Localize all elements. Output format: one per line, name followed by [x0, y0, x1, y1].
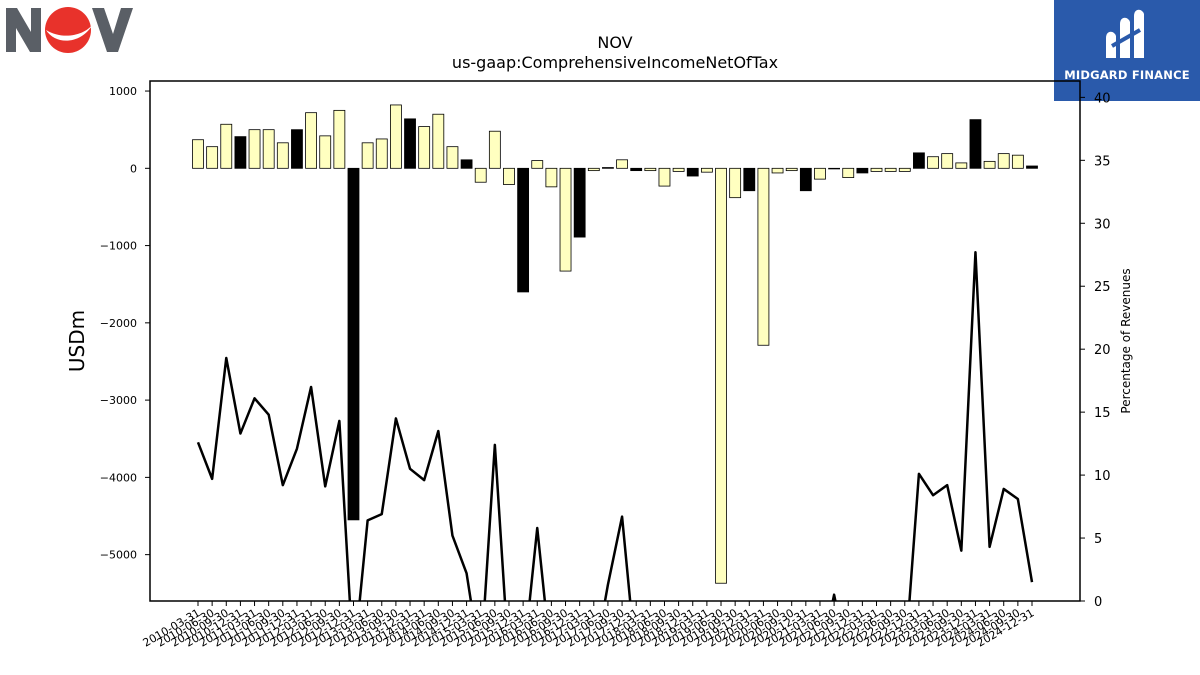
bar [757, 167, 770, 346]
line-layer [196, 250, 1034, 601]
y-tick-label: 0 [130, 162, 137, 175]
bars-layer [192, 104, 1038, 584]
logo-red-circle [45, 7, 91, 53]
bar [686, 167, 699, 177]
bar [234, 136, 247, 169]
bar [503, 167, 515, 185]
bar [488, 130, 501, 169]
bar [828, 167, 840, 170]
bar [884, 167, 897, 172]
y2-tick-label: 30 [1094, 217, 1111, 232]
bar [1011, 154, 1024, 169]
bar [404, 118, 416, 169]
y-tick-label: −3000 [100, 394, 137, 407]
bar [983, 160, 996, 169]
bar [672, 167, 685, 172]
bar [573, 167, 586, 238]
y2-tick-label: 10 [1094, 469, 1111, 484]
bar [446, 146, 459, 169]
bar [785, 167, 798, 172]
bar [432, 113, 445, 169]
y2-tick-label: 15 [1094, 406, 1111, 421]
chart-subtitle: us-gaap:ComprehensiveIncomeNetOfTax [452, 53, 778, 72]
bar [799, 167, 812, 192]
midgard-finance-badge: MIDGARD FINANCE [1054, 0, 1200, 101]
bar [474, 167, 487, 183]
y2-tick-label: 25 [1094, 280, 1111, 295]
bar [531, 160, 544, 169]
logo-letter-n [6, 8, 41, 52]
bar [715, 167, 727, 584]
x-axis: 2010-03-312010-06-302010-09-302010-12-31… [141, 601, 1037, 650]
bar [248, 129, 261, 169]
percentage-line [196, 250, 1034, 601]
y-tick-label: −1000 [100, 240, 137, 253]
y-tick-label: −2000 [100, 317, 137, 330]
brand-name: MIDGARD FINANCE [1064, 68, 1190, 82]
bar [291, 129, 303, 169]
bar [305, 112, 317, 169]
bar [955, 162, 968, 169]
y2-tick-label: 5 [1094, 532, 1102, 547]
chart-title: NOV [597, 33, 632, 52]
bar [870, 167, 883, 172]
y-tick-label: 1000 [109, 85, 137, 98]
nov-logo [6, 7, 133, 53]
bar [389, 104, 402, 169]
y-tick-label: −4000 [100, 471, 137, 484]
bar [206, 146, 219, 169]
plot-frame [149, 80, 1081, 602]
bar [913, 152, 925, 169]
midgard-logo-icon [1106, 9, 1144, 59]
bar [460, 159, 473, 169]
bar [276, 142, 289, 169]
bar [630, 167, 643, 172]
bar [644, 167, 657, 172]
y2-tick-label: 20 [1094, 343, 1111, 358]
bar [262, 129, 275, 169]
bar [927, 156, 939, 169]
bar [545, 167, 558, 188]
y-tick-label: −5000 [100, 549, 137, 562]
logo-swoosh [46, 24, 93, 41]
bar [559, 167, 572, 272]
left-axis: 1000 0 −1000 −2000 −3000 −4000 −5000 [100, 85, 150, 562]
right-axis: 0 5 10 15 20 25 30 35 40 [1080, 91, 1111, 610]
bar [587, 167, 600, 172]
y2-tick-label: 40 [1094, 91, 1111, 106]
y-axis-label: USDm [65, 310, 89, 372]
bar [842, 167, 855, 178]
bar [729, 167, 742, 199]
bar [602, 167, 614, 169]
bar [375, 138, 388, 169]
bar [333, 109, 346, 169]
bar [418, 126, 431, 169]
bar [658, 167, 671, 187]
logo-letter-v [92, 8, 133, 52]
bar [743, 167, 756, 192]
bar [969, 119, 982, 169]
bar [771, 167, 784, 174]
bar [941, 153, 954, 169]
bar [997, 153, 1010, 169]
bar [192, 139, 204, 169]
y2-axis-label: Percentage of Revenues [1119, 268, 1133, 413]
bar [220, 123, 233, 169]
y2-tick-label: 0 [1094, 595, 1102, 610]
bar [814, 167, 826, 180]
y2-tick-label: 35 [1094, 154, 1111, 169]
bar [898, 167, 911, 172]
bar [361, 142, 374, 169]
bar [616, 159, 628, 169]
bar [700, 167, 713, 173]
bar [1026, 165, 1038, 169]
bar [319, 135, 332, 169]
bar [347, 167, 360, 521]
bar [517, 167, 530, 293]
bar [856, 167, 869, 174]
